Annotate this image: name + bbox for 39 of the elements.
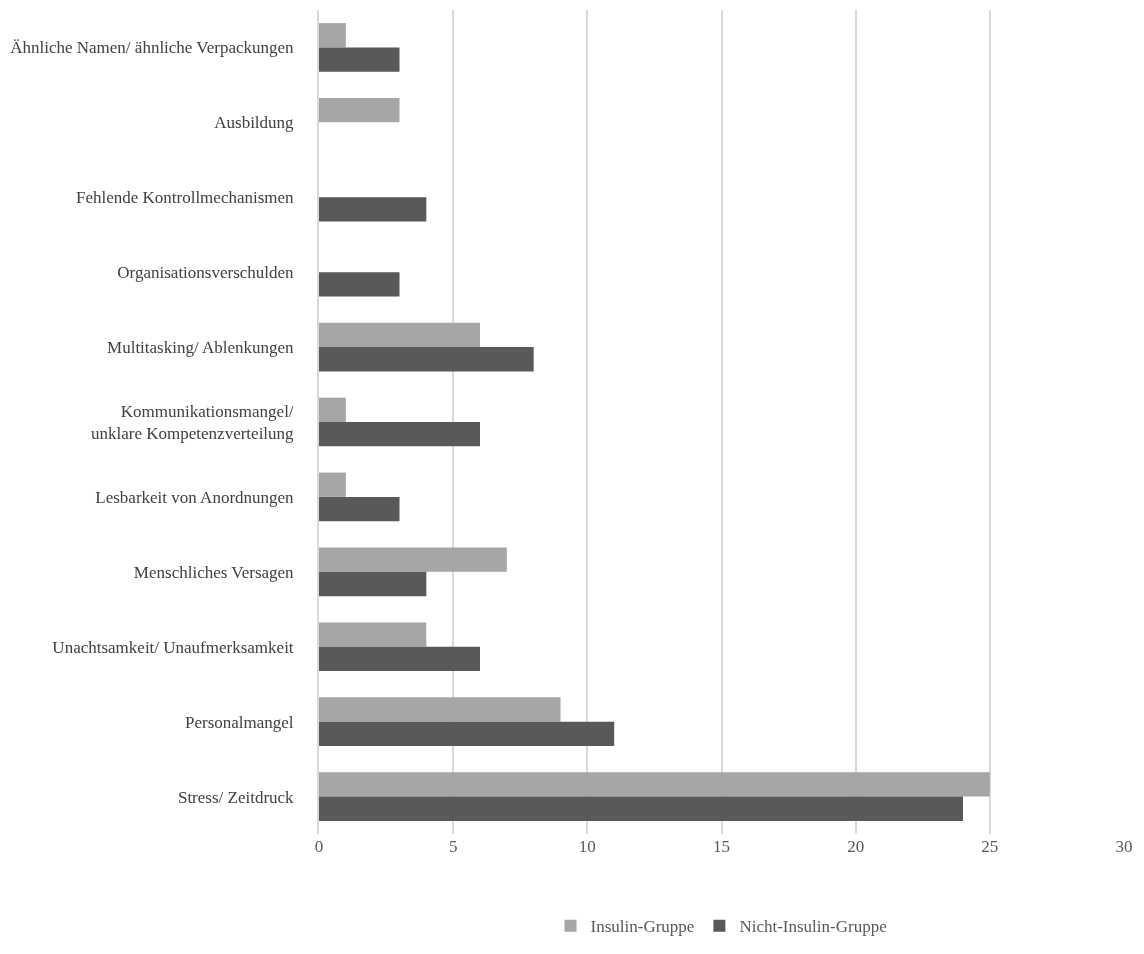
bar (319, 272, 400, 297)
bar (319, 322, 480, 348)
bar (319, 547, 507, 572)
y-tick-label: Unachtsamkeit/ Unaufmerksamkeit (52, 637, 294, 657)
bar (319, 772, 990, 797)
x-tick-label: 5 (448, 837, 458, 856)
bar (319, 98, 400, 123)
x-tick-label: 15 (713, 837, 730, 856)
y-tick-label: Multitasking/ Ablenkungen (107, 338, 295, 358)
bar (319, 796, 963, 821)
y-tick-label: Ausbildung (214, 113, 295, 133)
x-tick-label: 20 (847, 837, 865, 856)
bar (319, 472, 346, 497)
bar (319, 347, 534, 372)
bar (319, 197, 427, 222)
y-tick-label: Menschliches Versagen (133, 562, 295, 582)
bar (319, 23, 346, 48)
bar (319, 47, 400, 72)
y-tick-label: Organisationsverschulden (117, 263, 295, 283)
y-tick-label: Lesbarkeit von Anordnungen (95, 487, 295, 507)
x-tick-label: 25 (981, 837, 999, 856)
y-tick-label: Personalmangel (185, 712, 294, 732)
bar (319, 422, 480, 447)
bar (319, 697, 561, 722)
x-tick-label: 30 (1115, 837, 1133, 856)
x-tick-label: 0 (314, 837, 324, 856)
bar (319, 496, 400, 522)
x-tick-label: 10 (578, 837, 596, 856)
y-tick-label: Fehlende Kontrollmechanismen (75, 188, 295, 208)
bar (319, 571, 427, 597)
bar (319, 397, 346, 422)
y-tick-label: Kommunikationsmangel/ unklare Kompetenzverteilung (91, 401, 295, 443)
y-tick-label: Ähnliche Namen/ ähnliche Verpackungen (10, 38, 295, 58)
legend-label: Insulin-Gruppe (590, 917, 695, 937)
y-tick-label: Stress/ Zeitdruck (177, 787, 295, 807)
bar (319, 721, 615, 746)
bar (319, 622, 427, 647)
bar (319, 646, 480, 672)
legend-label: Nicht-Insulin-Gruppe (739, 917, 887, 937)
